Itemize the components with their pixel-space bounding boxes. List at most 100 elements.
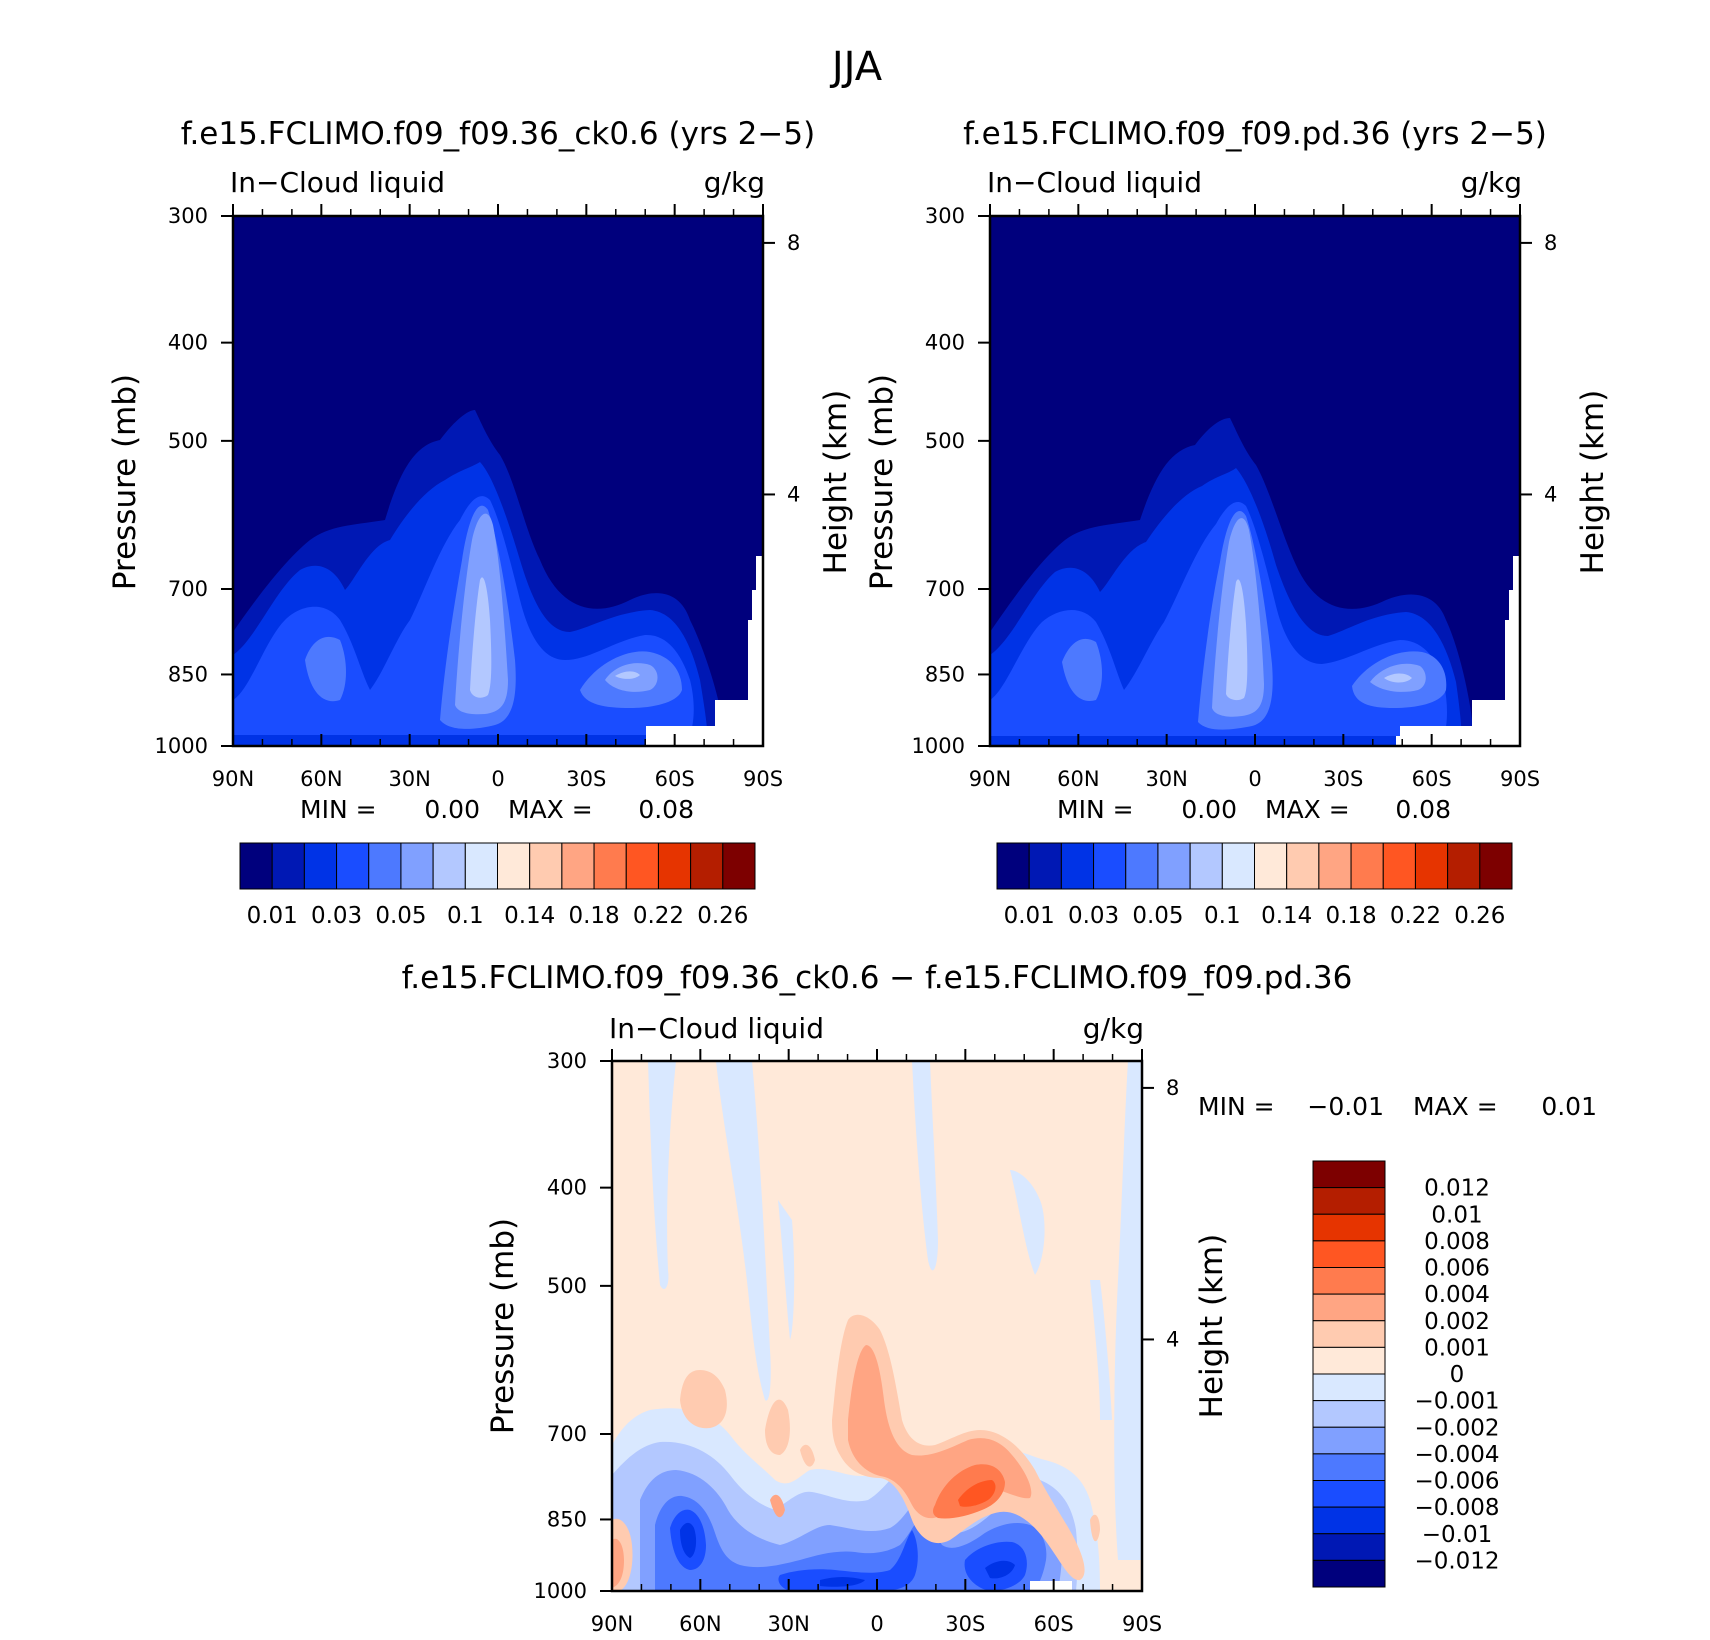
y2-tick-label: 8 bbox=[787, 231, 800, 255]
colorbar-label: 0.18 bbox=[568, 903, 619, 929]
colorbar-box bbox=[1060, 842, 1095, 890]
colorbar-label: 0.006 bbox=[1424, 1256, 1490, 1282]
colorbar-box bbox=[271, 842, 305, 890]
x-tick-label: 30N bbox=[767, 1612, 809, 1636]
x-tick-label: 60S bbox=[1412, 767, 1452, 791]
colorbar-label: 0.004 bbox=[1424, 1282, 1490, 1308]
colorbar-label: 0.008 bbox=[1424, 1229, 1490, 1255]
colorbar-label: 0.18 bbox=[1325, 903, 1376, 929]
y-tick-label: 400 bbox=[925, 331, 965, 355]
panel-3: f.e15.FCLIMO.f09_f09.36_ck0.6 − f.e15.FC… bbox=[402, 960, 1597, 1636]
colorbar-label: 0 bbox=[1450, 1362, 1465, 1388]
panel-1-max-label: MAX = bbox=[508, 795, 593, 824]
colorbar-label: 0.1 bbox=[1204, 903, 1241, 929]
colorbar-box bbox=[1414, 842, 1449, 890]
colorbar-box bbox=[1312, 1293, 1386, 1322]
panel-3-units-label: g/kg bbox=[1083, 1012, 1144, 1045]
y2-tick-label: 4 bbox=[787, 482, 800, 506]
y-tick-label: 700 bbox=[168, 577, 208, 601]
colorbar-box bbox=[1125, 842, 1159, 890]
colorbar-box bbox=[1350, 842, 1384, 890]
colorbar-box bbox=[1312, 1160, 1386, 1189]
colorbar-label: −0.006 bbox=[1414, 1469, 1499, 1495]
y-tick-label: 700 bbox=[925, 577, 965, 601]
colorbar-box bbox=[464, 842, 498, 890]
panel-2-plot-area bbox=[990, 216, 1520, 746]
panel-1-field-label: In−Cloud liquid bbox=[230, 166, 445, 199]
y-tick-label: 500 bbox=[547, 1274, 587, 1298]
colorbar-label: 0.01 bbox=[247, 903, 298, 929]
colorbar-box bbox=[1221, 842, 1255, 890]
panel-3-ticks: 90N 60N 30N 0 30S 60S 90S 300 400 500 700 850 1000 8 4 bbox=[534, 1049, 1179, 1636]
colorbar-box bbox=[1312, 1453, 1386, 1481]
colorbar-box bbox=[657, 842, 692, 890]
panel-1-y2label: Height (km) bbox=[818, 390, 854, 575]
y-tick-label: 850 bbox=[925, 662, 965, 686]
colorbar-label: −0.002 bbox=[1414, 1415, 1499, 1441]
colorbar-box bbox=[1447, 842, 1481, 890]
x-tick-label: 60N bbox=[679, 1612, 721, 1636]
panel-3-red-l2 bbox=[612, 1345, 1032, 1588]
figure-title: JJA bbox=[829, 44, 883, 90]
y-tick-label: 300 bbox=[925, 204, 965, 228]
x-tick-label: 30S bbox=[1323, 767, 1363, 791]
x-tick-label: 30S bbox=[566, 767, 606, 791]
panel-1-min-label: MIN = bbox=[300, 795, 377, 824]
colorbar-box bbox=[1312, 1426, 1386, 1455]
colorbar-box bbox=[239, 842, 273, 890]
colorbar-box bbox=[497, 842, 531, 890]
colorbar-label: 0.14 bbox=[1261, 903, 1312, 929]
panel-3-red-l4 bbox=[958, 1480, 996, 1507]
panel-3-mask bbox=[1030, 1581, 1072, 1591]
colorbar-box bbox=[690, 842, 724, 890]
colorbar-box bbox=[1312, 1346, 1386, 1375]
panel-2-colorbar: 0.01 0.03 0.05 0.1 0.14 0.18 0.22 0.26 bbox=[996, 842, 1513, 929]
colorbar-label: 0.001 bbox=[1424, 1335, 1490, 1361]
colorbar-box bbox=[303, 842, 338, 890]
colorbar-box bbox=[1312, 1400, 1386, 1428]
panel-3-field-label: In−Cloud liquid bbox=[609, 1012, 824, 1045]
colorbar-box bbox=[1028, 842, 1062, 890]
y-tick-label: 700 bbox=[547, 1422, 587, 1446]
colorbar-box bbox=[1189, 842, 1223, 890]
y-tick-label: 1000 bbox=[155, 734, 208, 758]
panel-3-title: f.e15.FCLIMO.f09_f09.36_ck0.6 − f.e15.FC… bbox=[402, 960, 1353, 996]
colorbar-box bbox=[722, 842, 756, 890]
panel-1-colorbar: 0.01 0.03 0.05 0.1 0.14 0.18 0.22 0.26 bbox=[239, 842, 756, 929]
x-tick-label: 60N bbox=[300, 767, 342, 791]
colorbar-box bbox=[1093, 842, 1127, 890]
panel-2-max-label: MAX = bbox=[1265, 795, 1350, 824]
x-tick-label: 90N bbox=[212, 767, 254, 791]
colorbar-box bbox=[432, 842, 466, 890]
colorbar-box bbox=[1312, 1533, 1386, 1561]
colorbar-label: 0.05 bbox=[375, 903, 426, 929]
x-tick-label: 30N bbox=[1145, 767, 1187, 791]
panel-2-y2label: Height (km) bbox=[1575, 390, 1611, 575]
colorbar-label: 0.26 bbox=[697, 903, 748, 929]
y-tick-label: 400 bbox=[168, 331, 208, 355]
colorbar-box bbox=[1312, 1320, 1386, 1348]
y-tick-label: 500 bbox=[925, 429, 965, 453]
colorbar-label: −0.012 bbox=[1414, 1548, 1499, 1574]
colorbar-box bbox=[1312, 1506, 1386, 1535]
x-tick-label: 30S bbox=[945, 1612, 985, 1636]
panel-1-max-value: 0.08 bbox=[638, 795, 694, 824]
x-tick-label: 90S bbox=[743, 767, 783, 791]
y2-tick-label: 8 bbox=[1166, 1076, 1179, 1100]
colorbar-box bbox=[1312, 1559, 1386, 1588]
colorbar-box bbox=[1157, 842, 1191, 890]
colorbar-label: −0.008 bbox=[1414, 1495, 1499, 1521]
panel-2-contour-l7 bbox=[1226, 579, 1412, 701]
colorbar-label: 0.03 bbox=[311, 903, 362, 929]
panel-1: f.e15.FCLIMO.f09_f09.36_ck0.6 (yrs 2−5) … bbox=[107, 116, 854, 929]
colorbar-label: 0.002 bbox=[1424, 1309, 1490, 1335]
x-tick-label: 60S bbox=[655, 767, 695, 791]
colorbar-box bbox=[1318, 842, 1352, 890]
colorbar-box bbox=[529, 842, 563, 890]
panel-1-contour-l7 bbox=[470, 577, 640, 698]
colorbar-label: 0.22 bbox=[633, 903, 684, 929]
panel-1-title: f.e15.FCLIMO.f09_f09.36_ck0.6 (yrs 2−5) bbox=[181, 116, 815, 152]
y-tick-label: 300 bbox=[547, 1049, 587, 1073]
panel-3-blue-l5 bbox=[670, 1509, 1027, 1591]
panel-2-min-value: 0.00 bbox=[1181, 795, 1237, 824]
